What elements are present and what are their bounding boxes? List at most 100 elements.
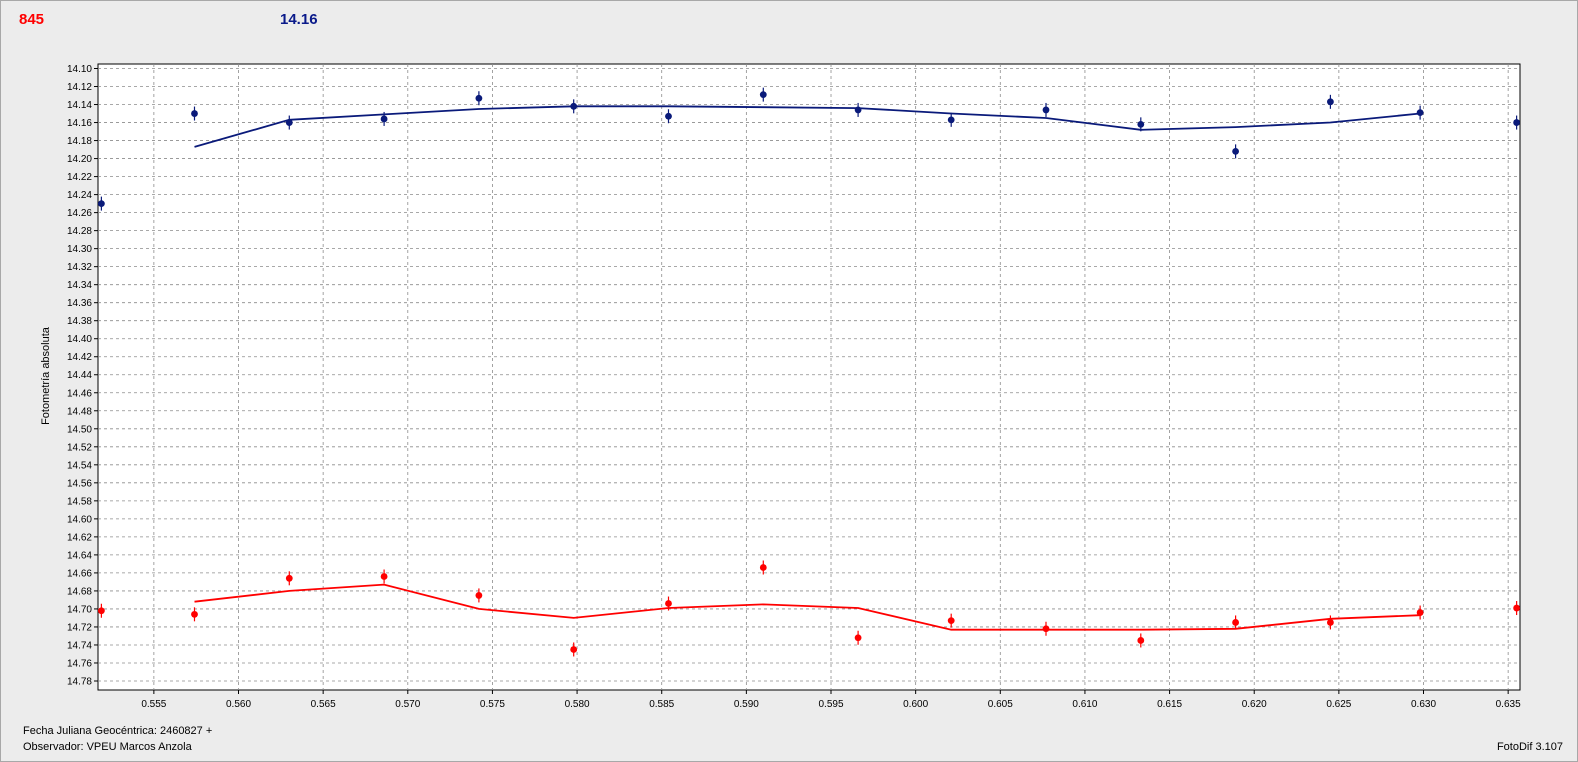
y-tick-label: 14.70: [67, 604, 92, 615]
y-tick-label: 14.42: [67, 352, 92, 363]
x-tick-label: 0.555: [141, 699, 166, 710]
y-tick-label: 14.52: [67, 442, 92, 453]
x-tick-label: 0.630: [1411, 699, 1436, 710]
x-tick-label: 0.595: [818, 699, 843, 710]
x-tick-label: 0.570: [395, 699, 420, 710]
data-point: [1137, 633, 1145, 648]
data-point: [1042, 102, 1050, 117]
y-tick-label: 14.22: [67, 172, 92, 183]
y-tick-label: 14.24: [67, 190, 92, 201]
x-tick-label: 0.610: [1072, 699, 1097, 710]
header-right-value: 14.16: [280, 11, 318, 28]
data-point: [665, 596, 672, 611]
data-point: [1232, 144, 1239, 159]
y-tick-label: 14.62: [67, 532, 92, 543]
software-version-label: FotoDif 3.107: [1496, 741, 1563, 753]
y-tick-label: 14.56: [67, 478, 92, 489]
y-tick-label: 14.28: [67, 226, 92, 237]
y-tick-label: 14.30: [67, 244, 92, 255]
x-tick-label: 0.560: [226, 699, 251, 710]
y-tick-label: 14.58: [67, 496, 92, 507]
y-tick-label: 14.78: [67, 676, 92, 687]
observer-label: Observador: VPEU Marcos Anzola: [23, 741, 192, 753]
data-point: [1327, 615, 1334, 630]
x-tick-label: 0.605: [988, 699, 1013, 710]
trend-lines: [194, 105, 1421, 631]
x-tick-label: 0.565: [311, 699, 336, 710]
y-tick-label: 14.46: [67, 388, 92, 399]
data-point: [759, 87, 767, 102]
julian-date-label: Fecha Juliana Geocéntrica: 2460827 +: [23, 725, 213, 737]
y-tick-label: 14.26: [67, 208, 92, 219]
data-point: [1513, 601, 1521, 616]
data-point: [570, 99, 578, 114]
data-point: [1513, 115, 1521, 130]
data-point: [191, 106, 198, 121]
y-tick-label: 14.38: [67, 316, 92, 327]
x-tick-label: 0.590: [734, 699, 759, 710]
y-tick-label: 14.32: [67, 262, 92, 273]
y-tick-label: 14.16: [67, 118, 92, 129]
x-axis-ticks: 0.555 0.560 0.565 0.570 0.575 0.580 0.585 0.590…: [141, 690, 1521, 710]
plot-area: [97, 63, 1521, 691]
data-point: [1327, 94, 1334, 109]
y-tick-label: 14.40: [67, 334, 92, 345]
data-point: [97, 196, 105, 211]
data-point: [475, 91, 483, 106]
data-point: [380, 111, 388, 126]
trend-line-1: [194, 105, 1421, 148]
header-left-value: 845: [19, 11, 45, 28]
data-point: [1416, 105, 1424, 120]
y-tick-label: 14.48: [67, 406, 92, 417]
data-point: [97, 603, 105, 618]
y-tick-label: 14.34: [67, 280, 92, 291]
data-point: [191, 607, 198, 622]
y-tick-label: 14.44: [67, 370, 92, 381]
data-point: [1137, 117, 1145, 132]
y-tick-label: 14.20: [67, 154, 92, 165]
y-tick-label: 14.50: [67, 424, 92, 435]
data-point: [285, 571, 293, 586]
data-point: [665, 109, 672, 124]
y-tick-label: 14.64: [67, 550, 92, 561]
y-tick-label: 14.18: [67, 136, 92, 147]
x-tick-label: 0.625: [1326, 699, 1351, 710]
y-tick-label: 14.76: [67, 658, 92, 669]
data-point: [947, 613, 955, 628]
data-point: [759, 560, 767, 575]
data-point: [854, 630, 862, 645]
y-tick-label: 14.10: [67, 64, 92, 75]
y-tick-label: 14.66: [67, 568, 92, 579]
x-tick-label: 0.635: [1496, 699, 1521, 710]
data-point: [570, 642, 578, 657]
data-point: [947, 112, 955, 127]
data-point: [1416, 605, 1424, 620]
y-tick-label: 14.36: [67, 298, 92, 309]
y-tick-label: 14.14: [67, 100, 92, 111]
y-tick-label: 14.12: [67, 82, 92, 93]
x-tick-label: 0.585: [649, 699, 674, 710]
y-tick-label: 14.74: [67, 640, 92, 651]
y-axis-label: Fotometría absoluta: [40, 327, 52, 425]
y-tick-label: 14.54: [67, 460, 92, 471]
y-axis-ticks: 14.10 14.12 14.14 14.16 14.18 14.20 14.22 14.24…: [67, 64, 98, 687]
x-tick-label: 0.575: [480, 699, 505, 710]
x-tick-label: 0.600: [903, 699, 928, 710]
data-point: [1232, 615, 1239, 630]
data-point: [1042, 621, 1050, 636]
data-point: [854, 102, 862, 117]
y-tick-label: 14.72: [67, 622, 92, 633]
y-tick-label: 14.68: [67, 586, 92, 597]
data-point: [380, 569, 388, 584]
x-tick-label: 0.615: [1157, 699, 1182, 710]
data-point: [475, 588, 483, 603]
x-tick-label: 0.580: [565, 699, 590, 710]
x-tick-label: 0.620: [1242, 699, 1267, 710]
y-tick-label: 14.60: [67, 514, 92, 525]
data-point: [285, 115, 293, 130]
grid-lines: [98, 64, 1520, 690]
trend-line-2: [194, 583, 1421, 631]
data-points: [97, 87, 1521, 657]
